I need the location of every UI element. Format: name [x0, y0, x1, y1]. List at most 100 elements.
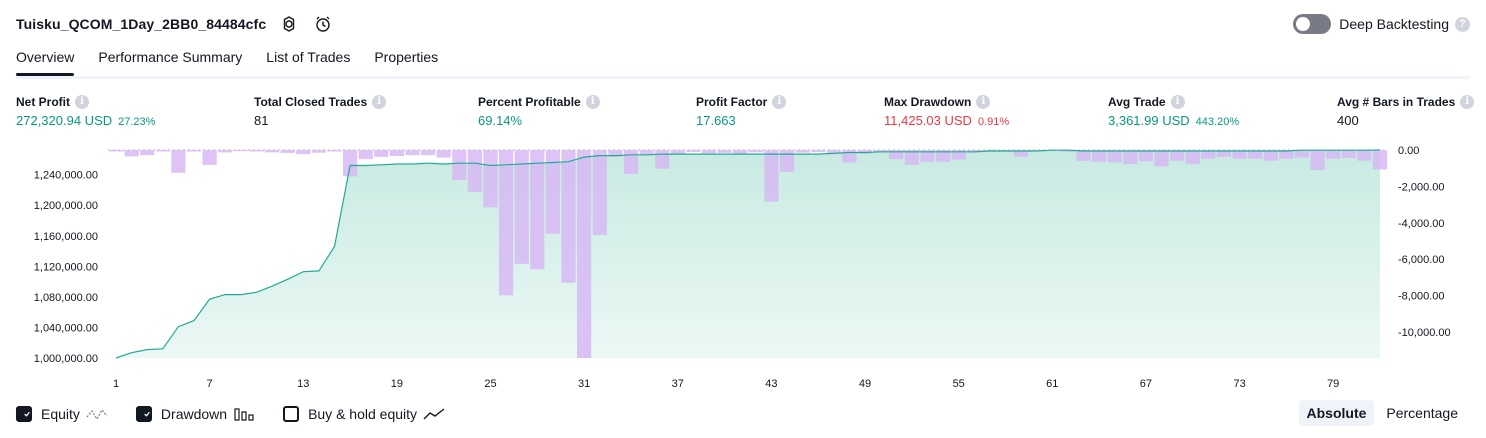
- source-code-icon[interactable]: [312, 13, 334, 35]
- stat-value: 3,361.99 USD: [1108, 113, 1190, 128]
- drawdown-bar: [405, 150, 420, 156]
- deep-backtesting-label: Deep Backtesting: [1339, 16, 1449, 32]
- x-tick-label: 49: [859, 378, 871, 390]
- tab-overview[interactable]: Overview: [16, 44, 75, 76]
- drawdown-bar: [155, 150, 170, 152]
- drawdown-bar: [264, 150, 280, 153]
- legend-equity[interactable]: Equity: [16, 406, 108, 422]
- deep-backtesting-control: Deep Backtesting ?: [1293, 12, 1470, 36]
- legend-buy-hold-equity[interactable]: Buy & hold equity: [283, 406, 445, 422]
- view-mode-toggle: Absolute Percentage: [1295, 400, 1467, 426]
- drawdown-bar: [374, 150, 389, 157]
- chart-legend: Equity Drawdown Buy & hold equity: [16, 402, 473, 426]
- stat-label: Max Drawdown: [884, 94, 972, 109]
- drawdown-bar: [233, 150, 248, 152]
- y-left-tick-label: 1,160,000.00: [34, 231, 98, 243]
- legend-drawdown[interactable]: Drawdown: [135, 406, 255, 422]
- drawdown-bar: [296, 150, 311, 155]
- stat-avg-bars-in-trades: Avg # Bars in Trades i 400: [1337, 94, 1475, 128]
- drawdown-bar: [811, 150, 826, 153]
- drawdown-bar: [795, 150, 810, 153]
- drawdown-bar: [530, 150, 545, 270]
- stat-value: 272,320.94 USD: [16, 113, 113, 128]
- tab-properties[interactable]: Properties: [374, 49, 439, 65]
- drawdown-bar: [1372, 150, 1388, 170]
- drawdown-bar: [108, 150, 124, 152]
- drawdown-bar: [467, 150, 482, 192]
- x-tick-label: 25: [484, 378, 496, 390]
- drawdown-bar: [499, 150, 514, 296]
- drawdown-bar: [202, 150, 217, 165]
- x-tick-label: 1: [113, 378, 119, 390]
- drawdown-bar: [1138, 150, 1153, 162]
- percentage-button[interactable]: Percentage: [1386, 405, 1458, 421]
- stat-label: Net Profit: [16, 94, 70, 109]
- equity-area: [116, 150, 1380, 358]
- strategy-title: Tuisku_QCOM_1Day_2BB0_84484cfc: [16, 16, 267, 32]
- info-icon[interactable]: i: [75, 94, 89, 109]
- drawdown-bar: [358, 150, 373, 160]
- info-icon[interactable]: i: [372, 94, 387, 109]
- drawdown-bar: [249, 150, 264, 152]
- drawdown-bar: [1263, 150, 1278, 161]
- trend-line-icon: [423, 408, 445, 420]
- drawdown-bar: [1170, 150, 1185, 161]
- info-icon[interactable]: i: [772, 94, 787, 109]
- drawdown-bar: [1357, 150, 1372, 161]
- stat-total-closed-trades: Total Closed Trades i 81: [254, 94, 387, 128]
- equity-checkbox[interactable]: [16, 406, 32, 422]
- x-tick-label: 19: [391, 378, 403, 390]
- drawdown-bar: [1201, 150, 1216, 159]
- legend-label: Drawdown: [160, 406, 228, 422]
- drawdown-bar: [733, 150, 748, 154]
- deep-backtesting-toggle[interactable]: [1293, 14, 1332, 34]
- drawdown-bar: [889, 150, 904, 160]
- drawdown-bar: [592, 150, 607, 235]
- legend-label: Buy & hold equity: [308, 406, 418, 422]
- tab-list-of-trades[interactable]: List of Trades: [266, 49, 351, 65]
- drawdown-bar: [577, 150, 592, 359]
- tab-performance-summary[interactable]: Performance Summary: [98, 49, 243, 65]
- drawdown-bar: [311, 150, 326, 153]
- drawdown-bar: [1092, 150, 1107, 162]
- drawdown-bar: [327, 150, 342, 152]
- y-left-tick-label: 1,040,000.00: [34, 322, 98, 334]
- drawdown-bar: [1341, 150, 1356, 158]
- info-icon[interactable]: i: [1170, 94, 1185, 109]
- drawdown-bar: [936, 150, 951, 162]
- y-left-tick-label: 1,000,000.00: [34, 353, 98, 365]
- absolute-button[interactable]: Absolute: [1298, 400, 1375, 426]
- drawdown-bar: [686, 150, 701, 152]
- drawdown-bar: [421, 150, 436, 156]
- drawdown-bar: [1107, 150, 1122, 163]
- drawdown-bar: [748, 150, 763, 153]
- info-icon[interactable]: i: [976, 94, 991, 109]
- y-right-tick-label: -2,000.00: [1398, 181, 1444, 193]
- drawdown-bar: [124, 150, 139, 157]
- toggle-knob: [1296, 17, 1311, 31]
- stat-percent: 27.23%: [118, 116, 156, 128]
- buy-hold-checkbox[interactable]: [283, 406, 300, 422]
- x-tick-label: 73: [1233, 378, 1245, 390]
- info-icon[interactable]: i: [585, 94, 600, 109]
- y-right-tick-label: 0.00: [1398, 145, 1419, 157]
- drawdown-bar: [1060, 150, 1075, 152]
- help-icon[interactable]: ?: [1455, 16, 1470, 32]
- equity-line-icon: [86, 408, 108, 421]
- drawdown-bar: [1326, 150, 1341, 159]
- drawdown-bar: [389, 150, 404, 156]
- x-tick-label: 43: [765, 378, 777, 390]
- settings-icon[interactable]: [278, 13, 300, 35]
- info-icon[interactable]: i: [1460, 94, 1475, 109]
- x-tick-label: 37: [672, 378, 684, 390]
- equity-drawdown-chart[interactable]: 1,000,000.00 1,040,000.00 1,080,000.00 1,12…: [0, 140, 1486, 392]
- stat-avg-trade: Avg Trade i 3,361.99 USD 443.20%: [1108, 94, 1239, 128]
- drawdown-bar: [826, 150, 841, 155]
- drawdown-bar: [951, 150, 966, 160]
- drawdown-checkbox[interactable]: [135, 406, 152, 422]
- drawdown-bar: [343, 150, 358, 177]
- drawdown-bar: [639, 150, 654, 156]
- x-tick-label: 61: [1046, 378, 1058, 390]
- drawdown-bar: [1185, 150, 1200, 164]
- y-right-tick-label: -4,000.00: [1398, 218, 1444, 230]
